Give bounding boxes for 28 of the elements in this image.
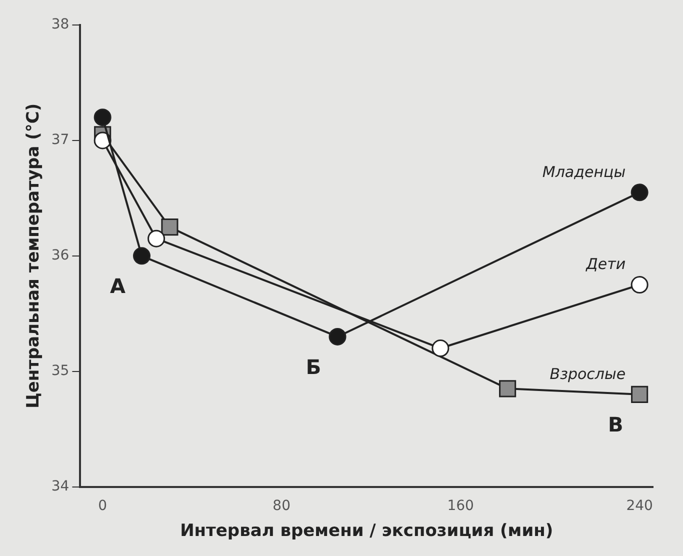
x-tick-label: 160 — [447, 498, 474, 514]
y-axis-title: Центральная температура (°C) — [24, 103, 44, 408]
annotation: Б — [306, 354, 322, 379]
point — [94, 132, 112, 150]
y-tick-label: 37 — [51, 132, 70, 148]
point — [631, 386, 648, 403]
annotation: А — [110, 274, 126, 298]
series-label: Взрослые — [550, 364, 626, 383]
x-tick-label: 0 — [98, 498, 108, 514]
annotation: В — [608, 412, 624, 437]
y-tick-label: 36 — [51, 248, 70, 264]
series-label: Дети — [585, 255, 626, 274]
point — [630, 276, 648, 294]
x-axis-title: Интервал времени / экспозиция (мин) — [180, 521, 554, 542]
x-tick-label: 240 — [626, 498, 653, 514]
point — [630, 184, 648, 202]
y-tick-label: 38 — [51, 16, 70, 33]
point — [328, 328, 346, 346]
point — [148, 230, 166, 248]
x-tick-label: 80 — [272, 498, 290, 514]
y-tick-label: 34 — [51, 478, 70, 494]
point — [161, 218, 178, 236]
point — [132, 247, 150, 265]
series-label: Младенцы — [542, 162, 626, 181]
y-tick-label: 35 — [51, 362, 70, 379]
point — [94, 108, 112, 126]
point — [499, 380, 516, 398]
point — [432, 340, 450, 358]
